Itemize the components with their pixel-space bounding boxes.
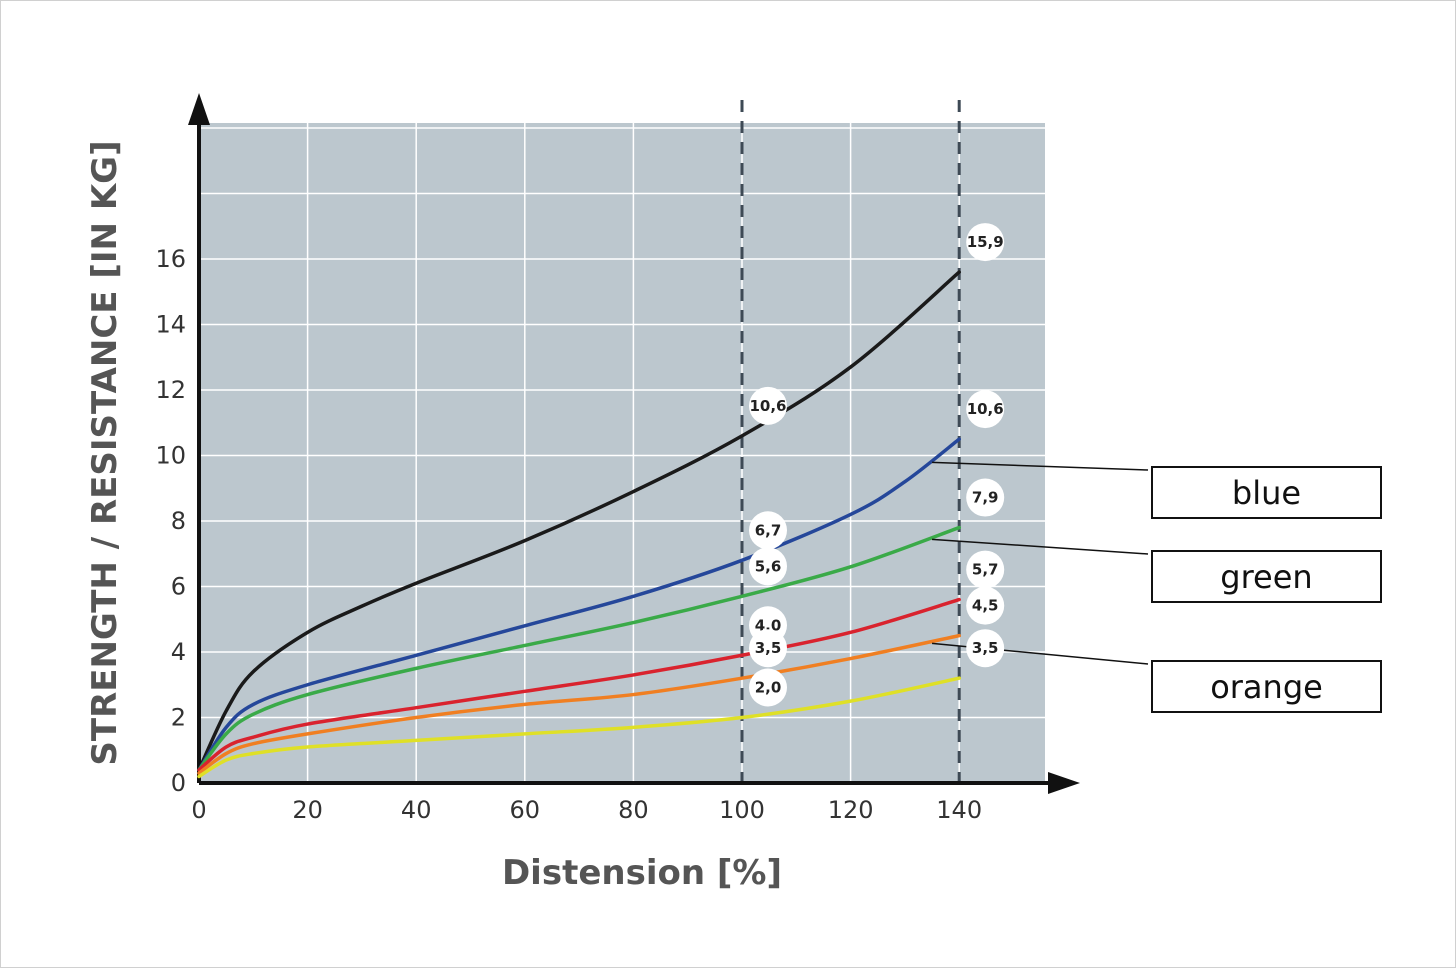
series-line-green [197, 525, 961, 772]
value-label-circle [966, 629, 1005, 668]
value-label-text: 4,5 [972, 597, 999, 615]
value-label-badge: 10,6 [749, 386, 787, 425]
value-label-text: 2,0 [755, 679, 782, 697]
x-tick-label: 120 [828, 796, 874, 824]
callout-box-orange [1151, 660, 1382, 713]
value-label-text: 15,9 [967, 233, 1004, 251]
y-tick-label: 2 [171, 704, 186, 732]
reference-lines [740, 100, 961, 783]
x-tick-label: 60 [510, 796, 541, 824]
value-label-badge: 3,5 [749, 629, 787, 668]
y-tick-label: 10 [155, 442, 186, 470]
value-label-text: 10,6 [749, 397, 786, 415]
y-tick-label: 16 [155, 245, 186, 273]
x-tick-label: 40 [401, 796, 432, 824]
value-label-circle [966, 586, 1005, 625]
grid-lines [199, 123, 1045, 783]
y-tick-label: 0 [171, 769, 186, 797]
value-label-badge: 6,7 [749, 511, 787, 550]
y-axis-arrow-icon [188, 93, 210, 125]
value-label-badge: 7,9 [966, 478, 1005, 517]
series-line-orange [197, 633, 961, 775]
axes [188, 93, 1080, 794]
value-label-text: 5,6 [755, 557, 782, 575]
callout-box-blue [1151, 466, 1382, 519]
value-label-badge: 5,6 [749, 547, 787, 586]
value-label-badge: 15,9 [966, 223, 1005, 262]
value-label-circle [966, 550, 1005, 589]
value-label-badge: 2,0 [749, 668, 787, 707]
y-tick-label: 6 [171, 573, 186, 601]
series-line-blue [197, 437, 961, 772]
value-label-circle [749, 511, 787, 550]
x-tick-label: 80 [618, 796, 649, 824]
value-label-badge: 3,5 [966, 629, 1005, 668]
value-label-badge: 4,5 [966, 586, 1005, 625]
plot-background [199, 123, 1045, 783]
callout-label-orange: orange [1210, 668, 1323, 706]
x-axis-arrow-icon [1048, 772, 1080, 794]
value-label-circle [749, 629, 787, 668]
plot-area [199, 123, 1045, 783]
value-label-text: 7,9 [972, 489, 999, 507]
value-label-text: 6,7 [755, 521, 782, 539]
value-label-text: 3,5 [972, 639, 999, 657]
value-label-text: 10,6 [967, 400, 1004, 418]
x-tick-label: 140 [936, 796, 982, 824]
value-label-badge: 5,7 [966, 550, 1005, 589]
callout-box-green [1151, 550, 1382, 603]
value-label-badge: 10,6 [966, 390, 1005, 429]
value-label-circle [749, 668, 787, 707]
value-labels: 10,6 15,9 6,7 10,6 5,6 7,9 4,0 5,7 3,5 4,5 2,0 3,5 [749, 223, 1005, 707]
series-line-curve-4 [197, 597, 961, 772]
legend-callouts: blue green orange [931, 461, 1382, 713]
tick-labels: 0 20 40 60 80 100 120 140 0 2 4 6 8 10 12 14 16 [155, 245, 982, 824]
series-lines [197, 270, 961, 779]
callout-leader-blue [932, 461, 1149, 471]
value-label-circle [966, 223, 1005, 262]
y-tick-label: 14 [155, 311, 186, 339]
y-axis-title: STRENGTH / RESISTANCE [IN KG] [85, 140, 125, 765]
y-tick-label: 12 [155, 376, 186, 404]
value-label-circle [749, 386, 787, 425]
x-axis-title: Distension [%] [502, 853, 782, 893]
series-line-curve-1 [197, 270, 961, 772]
value-label-circle [966, 478, 1005, 517]
value-label-circle [749, 547, 787, 586]
x-tick-label: 20 [292, 796, 323, 824]
callout-label-blue: blue [1232, 474, 1301, 512]
series-line-curve-6 [197, 676, 961, 779]
value-label-circle [966, 390, 1005, 429]
value-label-text: 5,7 [972, 561, 999, 579]
callout-leader-green [931, 538, 1149, 555]
x-tick-label: 100 [719, 796, 765, 824]
value-label-text: 4,0 [755, 616, 782, 634]
callout-label-green: green [1220, 558, 1312, 596]
y-tick-label: 4 [171, 638, 186, 666]
value-label-text: 3,5 [755, 639, 782, 657]
x-tick-label: 0 [191, 796, 206, 824]
y-tick-label: 8 [171, 507, 186, 535]
